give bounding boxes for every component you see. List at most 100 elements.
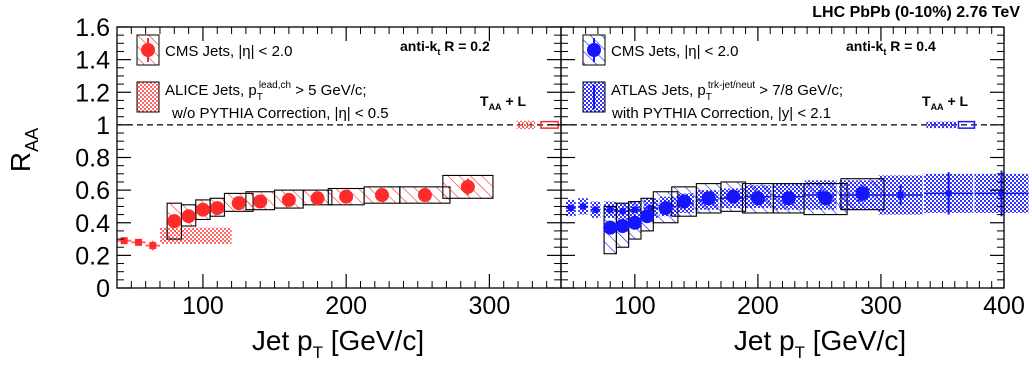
norm-label-left: TAA + L <box>480 93 527 112</box>
right-plot-content <box>561 120 1029 255</box>
left-panel: 0 0.2 0.4 0.6 0.8 1 1.2 1.4 1.6 100 200 300 CMS Jet… <box>75 14 562 320</box>
cms-point <box>677 194 692 209</box>
atlas-point <box>592 206 599 213</box>
left-legend: CMS Jets, |η| < 2.0 ALICE Jets, pTlead,c… <box>136 34 389 122</box>
cms-point <box>640 209 655 224</box>
left-axis-ticks: 0 0.2 0.4 0.6 0.8 1 1.2 1.4 1.6 100 200 300 <box>75 14 562 320</box>
cms-point <box>818 191 833 206</box>
right-xtick-label: 400 <box>983 292 1025 320</box>
x-axis-title-right-sub: T <box>795 343 805 362</box>
ytick-label: 1.2 <box>75 79 110 107</box>
ytick-label: 0.4 <box>75 210 110 238</box>
y-axis-title-main: R <box>5 152 36 172</box>
cms-point <box>339 189 354 204</box>
cms-point <box>167 214 182 229</box>
legend-atlas-sub: T <box>706 92 712 103</box>
cms-point <box>603 220 618 235</box>
ytick-label: 0.6 <box>75 177 110 205</box>
legend-atlas-pre: ATLAS Jets, p <box>611 82 706 99</box>
norm-label-right: TAA + L <box>922 93 969 112</box>
right-axis-ticks: 100 200 300 400 <box>560 26 1025 320</box>
figure-header: LHC PbPb (0-10%) 2.76 TeV <box>812 4 1020 21</box>
legend-atlas-label-line1: ATLAS Jets, pTtrk-jet/neut > 7/8 GeV/c; <box>611 80 843 103</box>
left-xtick-label: 300 <box>469 292 511 320</box>
ytick-label: 0 <box>96 275 110 303</box>
legend-alice-label-line1: ALICE Jets, pTlead,ch > 5 GeV/c; <box>165 80 367 103</box>
cms-point <box>750 191 765 206</box>
alice-point <box>149 242 157 250</box>
cms-point <box>417 188 432 203</box>
x-axis-title-right-post: [GeV/c] <box>805 325 906 356</box>
legend-atlas-post: > 7/8 GeV/c; <box>755 82 843 99</box>
cms-point <box>210 201 225 216</box>
legend-alice-sup: lead,ch <box>259 80 291 91</box>
x-axis-title-right: Jet pT [GeV/c] <box>734 325 906 362</box>
cms-point <box>627 215 642 230</box>
right-panel: 100 200 300 400 CMS Jets, |η| < 2.0 ATLAS J… <box>560 26 1029 320</box>
right-legend: CMS Jets, |η| < 2.0 ATLAS Jets, pTtrk-je… <box>582 34 843 122</box>
left-panel-frame <box>116 26 562 289</box>
ytick-label: 1.6 <box>75 14 110 42</box>
norm-label-right-sub: AA <box>931 102 944 112</box>
right-xtick-label: 100 <box>614 292 656 320</box>
legend-cms-marker-right <box>587 43 601 57</box>
norm-label-right-pre: T <box>922 93 931 109</box>
annotation-left-pre: anti-k <box>400 38 438 54</box>
cms-point <box>658 201 673 216</box>
atlas-point <box>998 190 1005 197</box>
cms-point <box>374 188 389 203</box>
norm-label-left-sub: AA <box>489 102 502 112</box>
alice-point <box>120 237 128 245</box>
right-xtick-label: 200 <box>737 292 779 320</box>
y-axis-title: RAA <box>5 128 42 172</box>
cms-point <box>253 194 268 209</box>
annotation-right-post: R = 0.4 <box>886 38 936 54</box>
cms-point <box>231 196 246 211</box>
cms-point <box>181 209 196 224</box>
norm-label-left-pre: T <box>480 93 489 109</box>
norm-label-right-post: + L <box>944 93 969 109</box>
legend-alice-box <box>136 81 160 113</box>
annotation-right-pre: anti-k <box>846 38 884 54</box>
left-norm-taa-box <box>516 120 536 129</box>
x-axis-title-left-main: Jet p <box>252 325 313 356</box>
y-axis-title-sub: AA <box>22 128 42 152</box>
norm-label-left-post: + L <box>502 93 527 109</box>
left-xtick-label: 200 <box>325 292 367 320</box>
cms-point <box>781 191 796 206</box>
x-axis-title-left-post: [GeV/c] <box>323 325 424 356</box>
cms-point <box>701 191 716 206</box>
left-xtick-label: 100 <box>182 292 224 320</box>
legend-cms-label-left: CMS Jets, |η| < 2.0 <box>165 43 292 60</box>
ytick-label: 1.4 <box>75 47 110 75</box>
cms-point <box>310 191 325 206</box>
legend-alice-sub: T <box>257 92 263 103</box>
annotation-right-sub: t <box>883 47 886 57</box>
right-norm-taa-box <box>926 121 957 129</box>
atlas-point <box>945 190 952 197</box>
cms-point <box>726 189 741 204</box>
x-axis-title-left: Jet pT [GeV/c] <box>252 325 424 362</box>
cms-point <box>281 192 296 207</box>
legend-alice-label-line2: w/o PYTHIA Correction, |η| < 0.5 <box>171 105 389 122</box>
cms-point <box>460 179 475 194</box>
cms-syst-box <box>741 183 774 214</box>
legend-alice-pre: ALICE Jets, p <box>165 82 257 99</box>
annotation-left-post: R = 0.2 <box>440 38 490 54</box>
atlas-point <box>897 192 904 199</box>
right-xtick-label: 300 <box>860 292 902 320</box>
alice-point <box>134 238 142 246</box>
legend-alice-post: > 5 GeV/c; <box>291 82 366 99</box>
atlas-point <box>567 205 574 212</box>
ytick-label: 1 <box>96 112 110 140</box>
annotation-right: anti-kt R = 0.4 <box>846 38 936 57</box>
x-axis-title-left-sub: T <box>313 343 323 362</box>
legend-atlas-label-line2: with PYTHIA Correction, |y| < 2.1 <box>611 105 831 122</box>
cms-point <box>195 202 210 217</box>
annotation-left-sub: t <box>437 47 440 57</box>
ytick-label: 0.2 <box>75 242 110 270</box>
x-axis-title-right-main: Jet p <box>734 325 795 356</box>
legend-atlas-sup: trk-jet/neut <box>708 80 755 91</box>
left-plot-content <box>117 120 561 251</box>
